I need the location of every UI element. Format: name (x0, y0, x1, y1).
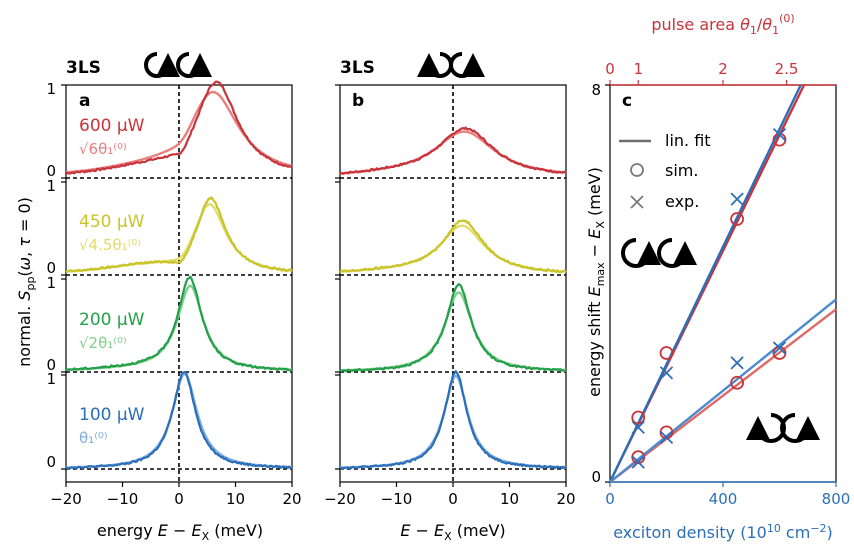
x-tick-label: −10 (381, 490, 413, 508)
panel-c-letter: c (622, 91, 632, 111)
fit-line-co-circular-1 (608, 84, 802, 483)
panel-c-legend: lin. fit sim. exp. (619, 131, 711, 211)
exp-point-co-circular (772, 127, 787, 142)
counter-circular-icon-c (746, 413, 820, 443)
y-tick-label: 8 (591, 81, 601, 99)
fit-line-counter-circular-2 (609, 308, 837, 483)
exp-point-counter-circular (730, 356, 744, 370)
panel-b-ticks: −20 −10 0 10 20 (324, 84, 576, 508)
panel-a-ylabel: normal. Spp(ω, τ = 0) (15, 197, 37, 367)
panel-a-system-label: 3LS (66, 58, 101, 78)
legend-exp-label: exp. (665, 192, 699, 211)
x2-tick-label: 1 (633, 60, 643, 78)
sim-point-counter-circular (730, 375, 745, 390)
x-tick-label: 0 (174, 490, 184, 508)
y-tick-label: 0 (46, 356, 56, 374)
exp-point-co-circular (631, 420, 645, 435)
panel-a-xlabel: energy E − EX (meV) (97, 521, 263, 543)
y-tick-label: 1 (46, 370, 56, 388)
x-tick-label: 800 (822, 490, 851, 508)
y-tick-label: 0 (46, 259, 56, 277)
trace-pulse-area-label-green: √2θ₁⁽⁰⁾ (79, 334, 127, 352)
sim-point-co-circular (730, 212, 745, 226)
exp-point-co-circular (659, 366, 674, 380)
x-tick-label: 20 (282, 490, 301, 508)
panel-a: 3LS a 600 μW √6θ₁⁽⁰⁾ 450 μW √4.5θ₁⁽⁰⁾ 200 μW… (15, 52, 302, 543)
exp-point-counter-circular (631, 455, 645, 469)
exp-point-counter-circular (659, 430, 674, 444)
x-tick-label: −20 (50, 490, 82, 508)
x-tick-label: 20 (556, 490, 575, 508)
exp-point-co-circular (730, 192, 744, 206)
trace-power-label-yellow: 450 μW (79, 212, 145, 232)
panel-a-spectra (65, 80, 293, 482)
x2-tick-label: 2.5 (775, 60, 799, 78)
panel-c-ylabel: energy shift Emax − EX (meV) (585, 167, 607, 397)
sim-point-co-circular (631, 410, 646, 425)
y-tick-label: 0 (46, 453, 56, 471)
legend-fit-label: lin. fit (665, 131, 711, 150)
trace-blue-dark (339, 370, 567, 470)
trace-red-dark (65, 80, 293, 175)
x2-tick-label: 0 (605, 60, 615, 78)
y-tick-label: 1 (46, 80, 56, 98)
panel-b-spectra (339, 85, 567, 482)
x-tick-label: 10 (500, 490, 519, 508)
y-tick-label: 1 (46, 274, 56, 292)
legend-exp-swatch (630, 195, 644, 209)
fit-line-counter-circular-3 (609, 298, 837, 483)
trace-power-label-red: 600 μW (79, 116, 145, 136)
panel-b-xlabel: E − EX (meV) (400, 521, 505, 543)
y-tick-label: 1 (46, 177, 56, 195)
x-tick-label: 400 (709, 490, 738, 508)
x-tick-label: 0 (605, 490, 615, 508)
trace-power-label-green: 200 μW (79, 310, 145, 330)
trace-pulse-area-label-red: √6θ₁⁽⁰⁾ (79, 140, 127, 158)
trace-pulse-area-label-yellow: √4.5θ₁⁽⁰⁾ (79, 236, 141, 254)
co-circular-icon-c (621, 238, 697, 268)
panel-a-letter: a (79, 91, 90, 111)
panel-b-system-label: 3LS (340, 58, 375, 78)
exp-point-counter-circular (772, 341, 787, 355)
trace-red-dark (339, 126, 567, 175)
x-tick-label: 0 (448, 490, 458, 508)
trace-yellow-dark (65, 196, 293, 273)
panel-a-trace-labels: 600 μW √6θ₁⁽⁰⁾ 450 μW √4.5θ₁⁽⁰⁾ 200 μW √2θ₁⁽⁰… (79, 116, 145, 447)
x-tick-label: 10 (226, 490, 245, 508)
panel-c-xlabel: exciton density (1010 cm−2) (613, 522, 833, 542)
x-tick-label: −10 (107, 490, 139, 508)
sim-point-co-circular (659, 346, 674, 360)
trace-green-dark (65, 275, 293, 372)
x2-tick-label: 2 (718, 60, 728, 78)
trace-power-label-blue: 100 μW (79, 405, 145, 425)
trace-green-dark (339, 283, 567, 373)
panel-c-x2label: pulse area θ1/θ1(0) (651, 12, 794, 37)
y-tick-label: 0 (591, 468, 601, 486)
panel-b-letter: b (352, 91, 364, 111)
trace-yellow-dark (339, 219, 567, 274)
co-circular-icon (144, 52, 212, 78)
legend-sim-swatch (630, 163, 644, 177)
trace-pulse-area-label-blue: θ₁⁽⁰⁾ (79, 429, 108, 447)
x-tick-label: −20 (324, 490, 356, 508)
legend-sim-label: sim. (665, 161, 698, 180)
trace-blue-dark (65, 371, 293, 470)
panel-b: 3LS b −20 −10 0 10 20 E − EX (meV) (324, 52, 576, 543)
counter-circular-icon (417, 52, 485, 78)
y-tick-label: 0 (46, 162, 56, 180)
